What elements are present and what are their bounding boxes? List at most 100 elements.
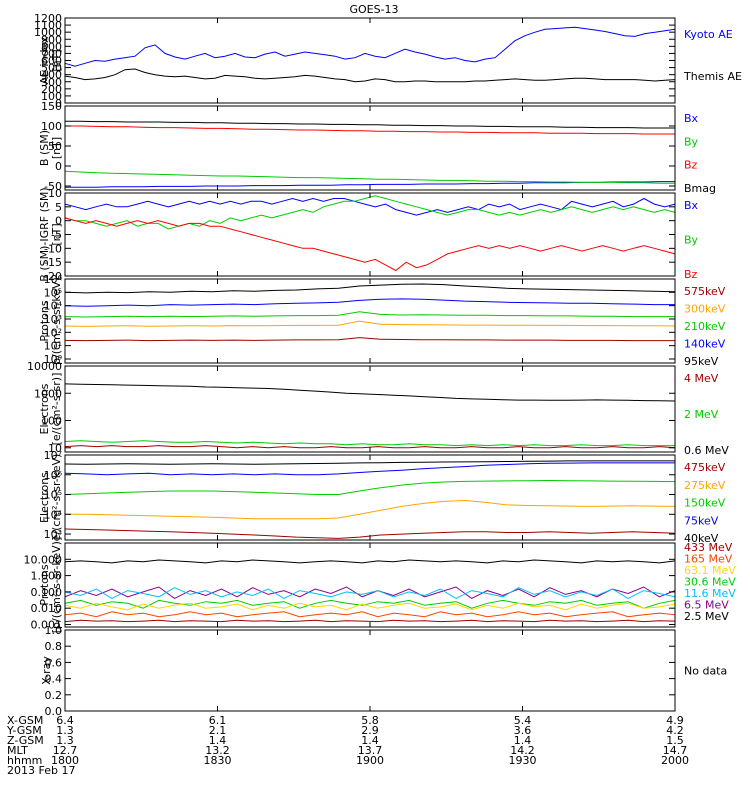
series-protons_mev-2 — [64, 587, 676, 599]
series-protons_mev-5 — [64, 611, 676, 618]
ytick-label: 900 — [41, 33, 62, 46]
footer-value: 12.7 — [53, 744, 78, 757]
series-bigrf-0 — [64, 197, 676, 216]
y-axis-label: B (SM)-IGRF (SM) — [38, 187, 51, 281]
ytick-label: 1.000 — [31, 570, 63, 583]
ytick-label: 1000 — [34, 387, 62, 400]
legend-entry: 40keV — [684, 532, 719, 545]
ytick-label: 0.8 — [45, 640, 63, 653]
series-electrons_kev-0 — [64, 460, 675, 465]
ytick-label: 1100 — [34, 19, 62, 32]
footer-value: 6.4 — [56, 714, 74, 727]
footer-value: 14.2 — [510, 744, 535, 757]
ytick-label: 10.000 — [24, 553, 63, 566]
legend-entry: By — [684, 135, 699, 148]
ytick-label: 0.100 — [31, 586, 63, 599]
ytick-label: -5 — [51, 229, 62, 242]
ytick-label: -20 — [44, 270, 62, 283]
ytick-label: 50 — [48, 140, 62, 153]
chart-title: GOES-13 — [349, 3, 398, 16]
ytick-label: 100 — [41, 120, 62, 133]
legend-entry: Themis AE — [683, 70, 742, 83]
series-electrons_mev-1 — [64, 440, 675, 447]
series-ae-0 — [64, 26, 676, 67]
legend-entry: 30.6 MeV — [684, 576, 736, 589]
y-axis-label: e/(cm²-s-sr-keV) — [50, 454, 63, 542]
footer-row-label: MLT — [7, 744, 28, 757]
ytick-label: 100 — [41, 415, 62, 428]
ytick-label: 400 — [41, 69, 62, 82]
legend-entry: 275keV — [684, 479, 726, 492]
series-protons_mev-6 — [64, 619, 676, 623]
footer-value: 4.9 — [666, 714, 684, 727]
ytick-label: 0 — [55, 160, 62, 173]
footer-row-label: hhmm — [7, 754, 42, 767]
ytick-label: 10² — [44, 326, 62, 339]
ytick-label: 0.001 — [31, 618, 63, 631]
ytick-label: 10³ — [44, 528, 62, 541]
ytick-label: 600 — [41, 55, 62, 68]
legend-entry: 165 MeV — [684, 553, 733, 566]
ytick-label: 5 — [55, 201, 62, 214]
y-axis-label: Protons — [38, 564, 51, 605]
ytick-label: 100 — [41, 90, 62, 103]
legend-entry: 300keV — [684, 303, 726, 316]
ytick-label: 10⁶ — [44, 273, 63, 286]
ytick-label: 0.0 — [45, 705, 63, 718]
series-protons_mev-4 — [64, 602, 676, 611]
y-axis-label: B (SM) — [38, 130, 51, 166]
y-axis-label: [nT] — [50, 49, 63, 71]
series-electrons_mev-0 — [64, 383, 676, 402]
ytick-label: -50 — [44, 180, 62, 193]
legend-entry: No data — [684, 665, 727, 678]
ytick-label: 10000 — [27, 360, 62, 373]
footer-value: 3.6 — [514, 724, 532, 737]
series-protons_kev-4 — [64, 337, 675, 342]
footer-value: 5.4 — [514, 714, 532, 727]
footer-value: 1.4 — [209, 734, 227, 747]
y-axis-label: Electrons — [38, 383, 51, 434]
series-electrons_kev-3 — [65, 499, 676, 520]
y-axis-label: AE index — [38, 36, 51, 85]
ytick-label: 0.010 — [31, 602, 63, 615]
y-axis-label: Electrons — [38, 472, 51, 523]
ytick-label: 10 — [48, 442, 62, 455]
legend-entry: Bx — [684, 199, 699, 212]
y-axis-label: [p/(cm²-s-sr-keV)] — [50, 537, 63, 634]
legend-entry: 475keV — [684, 461, 726, 474]
ytick-label: 800 — [41, 40, 62, 53]
footer-value: 1.4 — [361, 734, 379, 747]
series-protons_kev-3 — [64, 320, 676, 327]
ytick-label: 0 — [55, 215, 62, 228]
legend-entry: 63.1 MeV — [684, 564, 736, 577]
footer-value: 1.4 — [514, 734, 532, 747]
ytick-label: 200 — [41, 83, 62, 96]
footer-value: 5.8 — [361, 714, 379, 727]
ytick-label: 0.2 — [45, 689, 63, 702]
legend-entry: 0.6 MeV — [684, 444, 729, 457]
series-electrons_kev-1 — [64, 462, 675, 476]
series-protons_kev-1 — [64, 298, 675, 307]
legend-entry: 95keV — [684, 355, 719, 368]
series-ae-1 — [64, 68, 676, 83]
footer-value: 2.9 — [361, 724, 379, 737]
footer-value: 1.5 — [666, 734, 684, 747]
ytick-label: 10³ — [44, 313, 62, 326]
footer-value: 2000 — [661, 754, 689, 767]
legend-entry: By — [684, 234, 699, 247]
series-protons_kev-0 — [64, 283, 676, 294]
ytick-label: 1000 — [34, 26, 62, 39]
legend-entry: Bmag — [684, 182, 716, 195]
ytick-label: 300 — [41, 76, 62, 89]
series-bsm-3 — [65, 120, 675, 129]
ytick-label: 10⁵ — [44, 286, 62, 299]
footer-value: 13.2 — [205, 744, 230, 757]
series-protons_mev-0 — [64, 559, 676, 564]
footer-value: 1.3 — [56, 724, 74, 737]
footer-value: 14.7 — [663, 744, 688, 757]
legend-entry: 6.5 MeV — [684, 599, 729, 612]
panel-frame — [64, 454, 676, 541]
